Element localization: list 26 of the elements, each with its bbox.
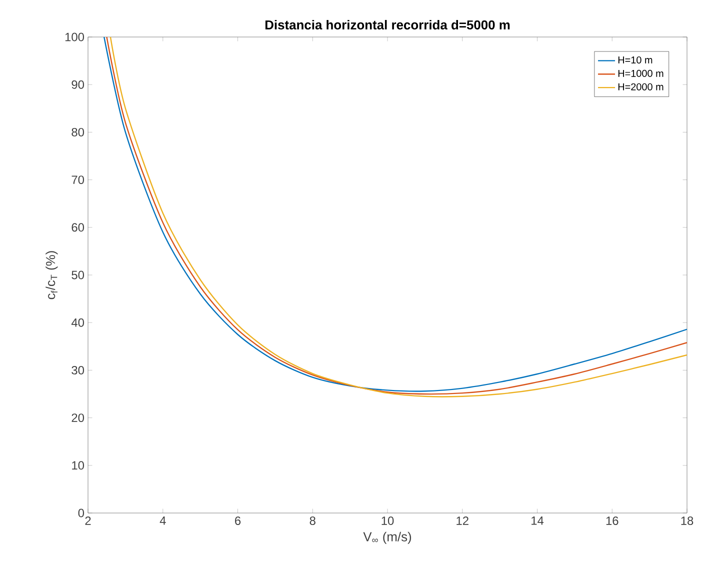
y-tick-label: 70 [72, 176, 84, 184]
y-tick-label: 100 [65, 32, 84, 42]
y-axis-title: c$_{f}$/c$_{T}$ (%) [46, 251, 58, 300]
x-tick-label: 2 [85, 516, 91, 525]
y-tick-label: 50 [72, 270, 84, 280]
x-tick-label: 4 [160, 516, 166, 525]
y-tick-label: 30 [72, 366, 84, 374]
y-tick-label: 80 [72, 128, 84, 136]
x-tick-label: 16 [606, 516, 618, 525]
y-tick-label: 0 [78, 508, 84, 518]
legend-label: H=10 m [618, 56, 652, 64]
y-tick-label: 20 [72, 414, 84, 422]
x-tick-label: 14 [532, 516, 544, 525]
y-tick-label: 60 [72, 223, 84, 232]
x-axis-title: V$_{∞}$ (m/s) [363, 532, 412, 544]
x-tick-label: 12 [456, 516, 468, 525]
x-tick-label: 18 [681, 516, 694, 525]
y-tick-label: 10 [72, 461, 84, 470]
y-tick-label: 40 [71, 318, 84, 327]
legend-label: H=2000 m [618, 83, 664, 90]
chart-title: Distancia horizontal recorrida d=5000 m [265, 20, 510, 30]
x-tick-label: 10 [382, 516, 394, 525]
x-tick-label: 8 [310, 516, 316, 525]
legend-label: H=1000 m [618, 70, 664, 77]
x-tick-label: 6 [235, 516, 241, 525]
y-tick-label: 90 [72, 80, 84, 89]
